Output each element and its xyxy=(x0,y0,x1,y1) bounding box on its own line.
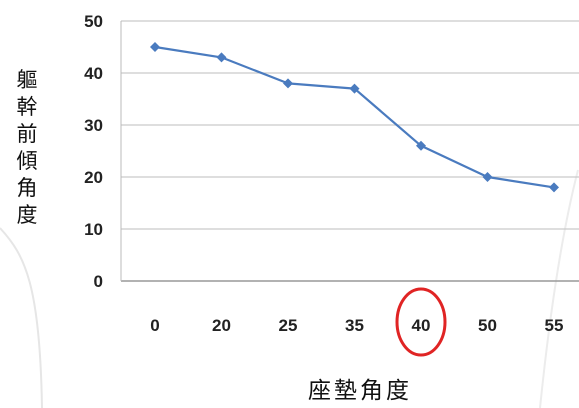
data-point xyxy=(283,78,293,89)
background-curve-right xyxy=(539,169,579,408)
y-tick-label: 40 xyxy=(84,64,103,83)
x-tick-label: 0 xyxy=(150,316,159,335)
y-tick-label: 20 xyxy=(84,168,103,187)
y-axis-label-char: 傾 xyxy=(17,149,38,173)
data-point xyxy=(482,172,493,182)
background-curve-left xyxy=(0,227,43,408)
y-tick-label: 0 xyxy=(94,272,103,291)
data-point xyxy=(150,42,160,52)
y-axis-label-char: 幹 xyxy=(17,95,38,119)
y-tick-label: 30 xyxy=(84,116,103,135)
data-point xyxy=(216,52,227,63)
y-axis-label-char: 角 xyxy=(17,176,38,200)
series-markers xyxy=(150,42,559,193)
y-tick-labels: 0 10 20 30 40 50 xyxy=(84,12,103,291)
y-axis-label-char: 度 xyxy=(17,203,38,227)
x-tick-label: 55 xyxy=(545,316,564,335)
y-axis-label-char: 前 xyxy=(17,122,38,146)
gridlines xyxy=(120,20,579,282)
x-tick-label: 25 xyxy=(279,316,298,335)
x-tick-labels: 0 20 25 35 40 50 55 xyxy=(150,316,563,335)
y-tick-label: 50 xyxy=(84,12,103,31)
highlight-circle-mark xyxy=(395,287,447,357)
highlight-circle xyxy=(395,287,447,357)
data-point xyxy=(349,83,360,94)
data-point xyxy=(416,140,426,151)
x-tick-label: 50 xyxy=(478,316,497,335)
x-tick-label: 20 xyxy=(212,316,231,335)
series-line xyxy=(154,45,555,189)
data-point xyxy=(549,182,559,193)
y-tick-label: 10 xyxy=(84,220,103,239)
series-line-path xyxy=(154,45,555,189)
y-axis-label-char: 軀 xyxy=(17,68,38,92)
x-axis-label: 座墊角度 xyxy=(308,378,412,404)
x-tick-label: 35 xyxy=(345,316,364,335)
x-tick-label: 40 xyxy=(412,316,431,335)
